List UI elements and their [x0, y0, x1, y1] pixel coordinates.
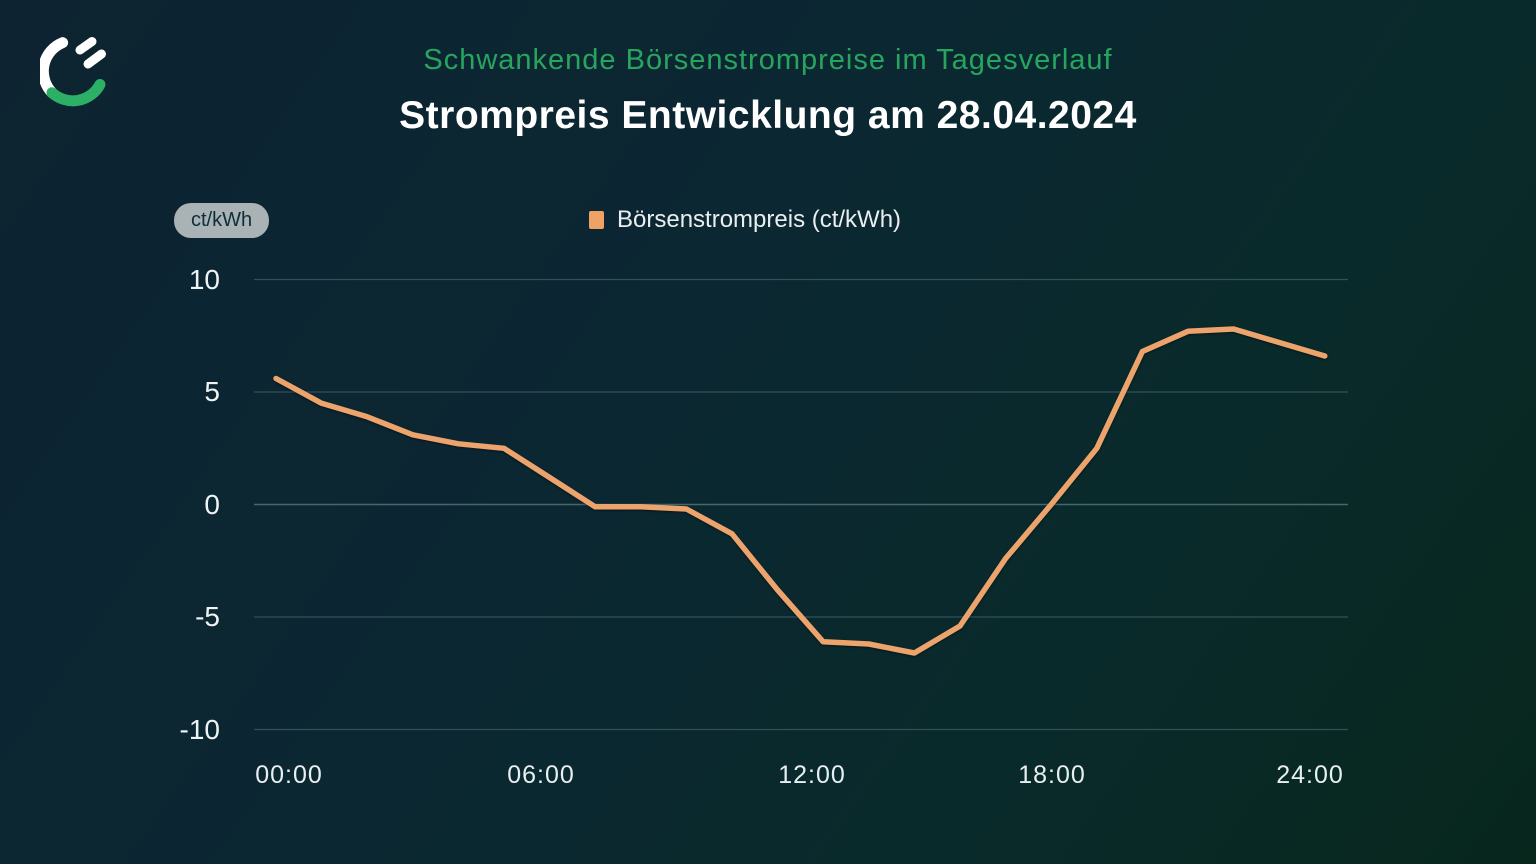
y-tick-label--10: -10: [179, 713, 220, 745]
y-tick-label-10: 10: [188, 263, 220, 295]
gridlines: [254, 278, 1348, 731]
page-title: Strompreis Entwicklung am 28.04.2024: [399, 94, 1137, 137]
plug-body-white-arc: [40, 37, 69, 99]
plug-body-green-arc: [46, 79, 106, 107]
y-tick-label--5: -5: [195, 601, 220, 632]
x-tick-label-1800: 18:00: [1018, 761, 1086, 789]
brand-logo-plug-icon: [40, 37, 106, 107]
y-tick-label-5: 5: [204, 376, 220, 407]
x-tick-label-2400: 24:00: [1276, 761, 1344, 789]
plug-prong-upper: [75, 37, 97, 55]
legend-label: Börsenstrompreis (ct/kWh): [617, 206, 902, 233]
price-line-series: [273, 326, 1328, 656]
plug-prong-lower: [83, 49, 106, 69]
x-tick-label-0600: 06:00: [507, 761, 575, 789]
chart-subtitle: Schwankende Börsenstrompreise im Tagesve…: [423, 44, 1113, 76]
x-tick-label-1200: 12:00: [778, 761, 846, 789]
y-tick-label-0: 0: [204, 488, 220, 520]
x-tick-label-0000: 00:00: [255, 761, 323, 789]
unit-badge: ct/kWh: [174, 203, 270, 238]
legend: Börsenstrompreis (ct/kWh): [589, 206, 901, 234]
legend-marker-swatch: [589, 211, 604, 229]
